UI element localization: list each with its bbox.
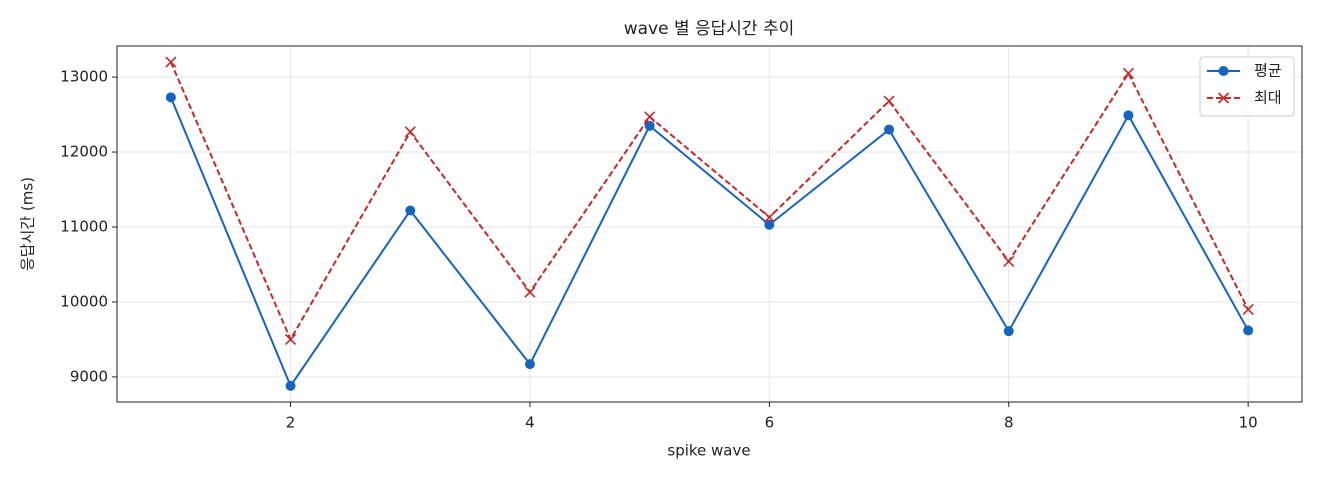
- y-tick-label: 10000: [60, 292, 108, 310]
- marker: [404, 126, 416, 138]
- chart-title: wave 별 응답시간 추이: [624, 19, 795, 39]
- marker: [284, 333, 297, 345]
- x-tick-label: 6: [765, 414, 775, 432]
- marker: [1003, 255, 1015, 268]
- marker: [285, 380, 296, 391]
- x-tick-label: 10: [1239, 414, 1258, 432]
- legend-marker: [1217, 92, 1230, 104]
- plot-frame: [116, 45, 1303, 403]
- legend-label: 최대: [1254, 89, 1282, 107]
- marker: [1003, 326, 1014, 337]
- marker: [1242, 303, 1254, 316]
- marker: [644, 111, 656, 123]
- y-axis-label: 응답시간 (ms): [19, 177, 37, 271]
- y-tick-label: 11000: [60, 217, 108, 235]
- marker: [524, 286, 536, 298]
- y-tick-label: 13000: [60, 68, 108, 86]
- marker: [884, 124, 895, 135]
- marker: [524, 359, 535, 370]
- y-tick-label: 9000: [70, 367, 108, 385]
- marker: [763, 211, 775, 223]
- marker: [644, 120, 655, 131]
- x-tick-label: 2: [286, 414, 296, 432]
- line: [169, 61, 1250, 342]
- marker: [1122, 67, 1135, 79]
- x-tick-label: 8: [1004, 414, 1014, 432]
- marker: [764, 219, 775, 230]
- legend-marker: [1218, 66, 1229, 76]
- x-axis-label: spike wave: [667, 442, 750, 460]
- marker: [1243, 325, 1254, 336]
- marker: [405, 205, 416, 216]
- marker: [883, 95, 895, 107]
- marker: [165, 92, 176, 103]
- y-tick-label: 12000: [60, 143, 108, 161]
- x-tick-label: 4: [525, 414, 535, 432]
- line: [169, 96, 1250, 388]
- marker: [165, 56, 177, 68]
- legend-label: 평균: [1254, 62, 1282, 80]
- marker: [1123, 110, 1134, 121]
